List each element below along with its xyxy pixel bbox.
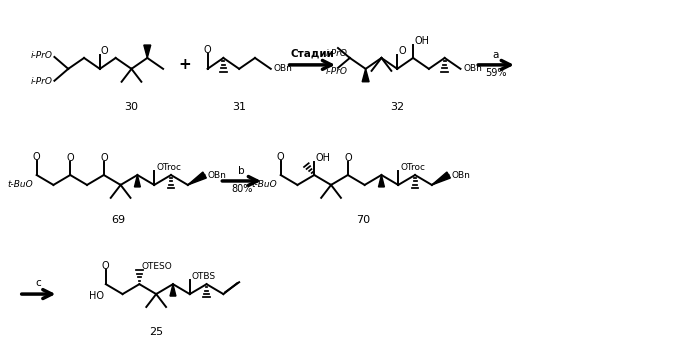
Text: b: b — [238, 166, 245, 176]
Text: O: O — [102, 261, 110, 271]
Text: a: a — [493, 50, 499, 60]
Text: Стадии: Стадии — [290, 49, 334, 59]
Text: OH: OH — [315, 153, 330, 163]
Text: O: O — [277, 152, 284, 162]
Text: O: O — [66, 153, 74, 163]
Text: O: O — [101, 46, 108, 56]
Text: 31: 31 — [232, 102, 246, 112]
Polygon shape — [188, 172, 206, 185]
Text: OBn: OBn — [452, 171, 470, 179]
Text: 69: 69 — [112, 215, 126, 225]
Text: OBn: OBn — [274, 64, 293, 73]
Text: t-BuO: t-BuO — [7, 181, 33, 189]
Text: +: + — [178, 57, 192, 72]
Text: i-PrO: i-PrO — [326, 67, 348, 76]
Text: i-PrO: i-PrO — [31, 51, 52, 61]
Polygon shape — [432, 172, 450, 185]
Text: O: O — [33, 152, 41, 162]
Text: i-PrO: i-PrO — [31, 77, 52, 86]
Text: 32: 32 — [390, 102, 404, 112]
Polygon shape — [170, 284, 176, 296]
Text: 25: 25 — [149, 327, 164, 337]
Text: t-BuO: t-BuO — [251, 181, 277, 189]
Text: 30: 30 — [124, 102, 138, 112]
Text: OTroc: OTroc — [401, 162, 425, 172]
Text: OTBS: OTBS — [192, 272, 216, 281]
Text: HO: HO — [89, 291, 104, 301]
Text: 59%: 59% — [485, 68, 507, 78]
Text: 70: 70 — [356, 215, 370, 225]
Text: O: O — [100, 153, 108, 163]
Text: OTESO: OTESO — [141, 262, 172, 271]
Polygon shape — [134, 175, 140, 187]
Polygon shape — [144, 45, 151, 58]
Text: O: O — [344, 153, 352, 163]
Text: OBn: OBn — [463, 64, 482, 73]
Polygon shape — [378, 175, 384, 187]
Text: O: O — [203, 45, 211, 55]
Text: c: c — [36, 278, 41, 288]
Polygon shape — [362, 69, 369, 82]
Text: O: O — [398, 46, 406, 56]
Text: OBn: OBn — [208, 171, 226, 179]
Text: 80%: 80% — [231, 184, 252, 194]
Text: OTroc: OTroc — [156, 162, 181, 172]
Text: OH: OH — [414, 36, 429, 46]
Text: i-PrO: i-PrO — [326, 50, 348, 58]
